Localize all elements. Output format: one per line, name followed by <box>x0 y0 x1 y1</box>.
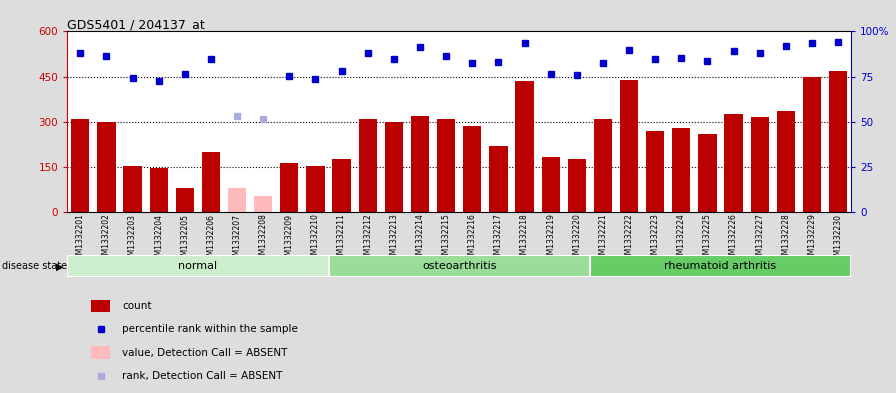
Bar <box>384 123 403 212</box>
Bar <box>646 131 664 212</box>
Text: rheumatoid arthritis: rheumatoid arthritis <box>665 261 777 271</box>
Bar <box>829 71 848 212</box>
Bar <box>590 255 851 277</box>
Bar <box>254 196 272 212</box>
Bar <box>672 128 691 212</box>
Bar <box>725 114 743 212</box>
Bar <box>280 163 298 212</box>
Bar <box>202 152 220 212</box>
Bar <box>751 117 769 212</box>
Bar <box>777 111 795 212</box>
Bar <box>594 119 612 212</box>
Text: disease state: disease state <box>2 261 67 272</box>
Bar <box>67 255 329 277</box>
Bar <box>71 119 90 212</box>
Text: count: count <box>122 301 151 311</box>
Bar <box>803 77 821 212</box>
Bar <box>620 80 638 212</box>
Bar <box>463 126 481 212</box>
Text: normal: normal <box>178 261 218 271</box>
Text: ▶: ▶ <box>56 261 63 272</box>
Bar <box>306 165 324 212</box>
Bar <box>568 160 586 212</box>
Text: GDS5401 / 204137_at: GDS5401 / 204137_at <box>67 18 205 31</box>
Bar <box>358 119 377 212</box>
Bar <box>90 346 110 359</box>
Bar <box>124 165 142 212</box>
Bar <box>515 81 534 212</box>
Bar <box>698 134 717 212</box>
Bar <box>541 157 560 212</box>
Text: rank, Detection Call = ABSENT: rank, Detection Call = ABSENT <box>122 371 282 381</box>
Bar <box>176 188 194 212</box>
Bar <box>489 146 507 212</box>
Bar <box>437 119 455 212</box>
Bar <box>332 160 350 212</box>
Text: value, Detection Call = ABSENT: value, Detection Call = ABSENT <box>122 348 288 358</box>
Text: percentile rank within the sample: percentile rank within the sample <box>122 324 298 334</box>
Text: osteoarthritis: osteoarthritis <box>422 261 496 271</box>
Bar <box>329 255 590 277</box>
Bar <box>98 122 116 212</box>
Bar <box>411 116 429 212</box>
Bar <box>150 168 168 212</box>
Bar <box>90 299 110 312</box>
Bar <box>228 188 246 212</box>
